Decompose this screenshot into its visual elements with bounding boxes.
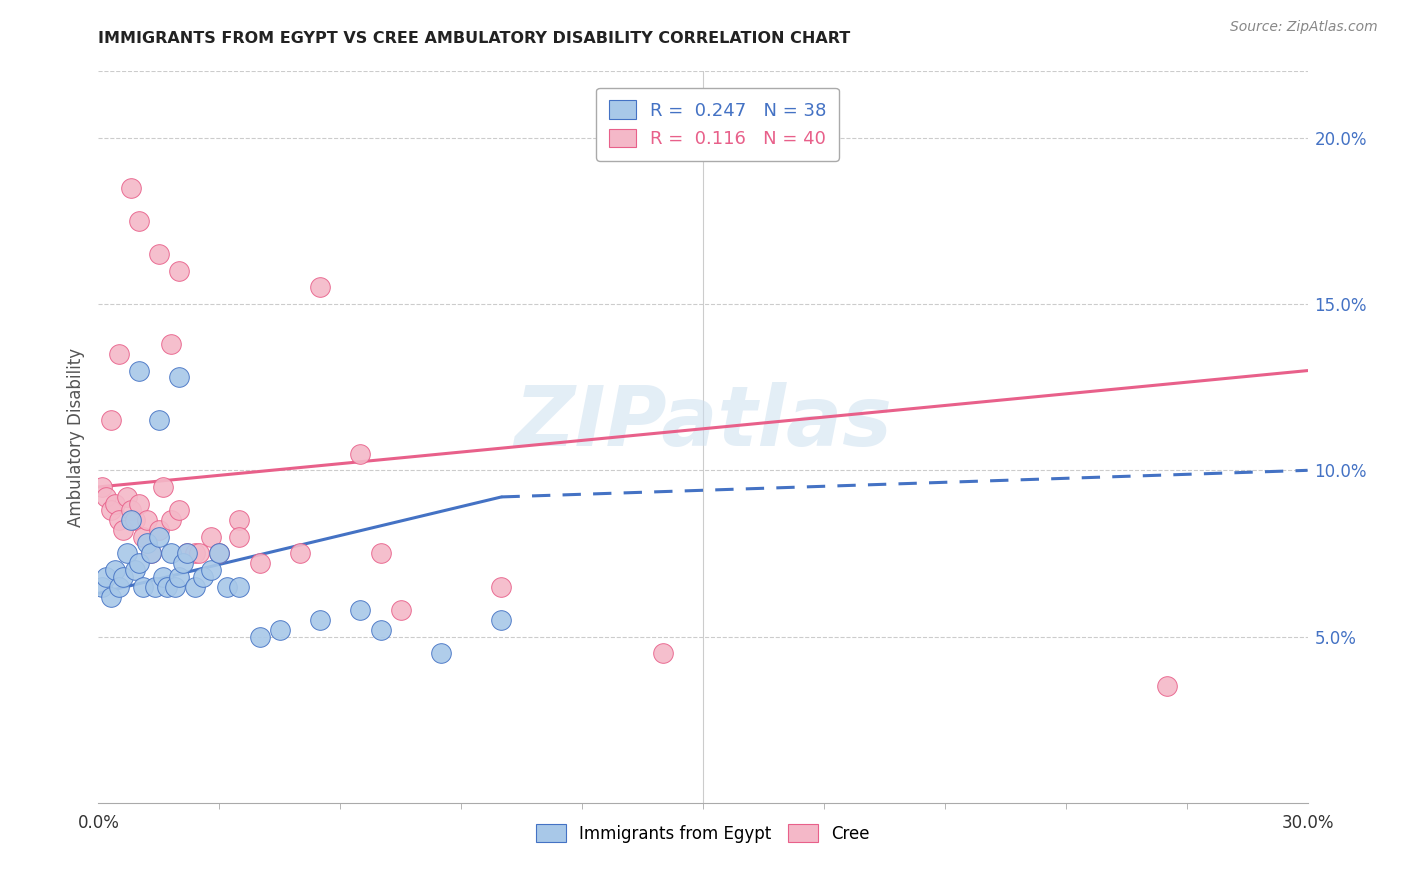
- Point: [107, 513, 129, 527]
- Point: [184, 546, 207, 560]
- Point: [217, 580, 239, 594]
- Point: [124, 513, 146, 527]
- Point: [167, 570, 190, 584]
- Point: [96, 570, 118, 584]
- Point: [148, 530, 170, 544]
- Point: [228, 530, 250, 544]
- Point: [200, 530, 222, 544]
- Point: [167, 370, 190, 384]
- Point: [188, 546, 211, 560]
- Point: [152, 480, 174, 494]
- Point: [120, 503, 142, 517]
- Point: [139, 546, 162, 560]
- Point: [100, 590, 122, 604]
- Y-axis label: Ambulatory Disability: Ambulatory Disability: [66, 348, 84, 526]
- Text: ZIPatlas: ZIPatlas: [515, 382, 891, 463]
- Point: [269, 623, 291, 637]
- Point: [152, 570, 174, 584]
- Point: [120, 180, 142, 194]
- Point: [288, 546, 311, 560]
- Point: [491, 613, 513, 627]
- Point: [128, 497, 150, 511]
- Point: [103, 497, 125, 511]
- Point: [148, 413, 170, 427]
- Point: [148, 523, 170, 537]
- Text: Source: ZipAtlas.com: Source: ZipAtlas.com: [1230, 20, 1378, 34]
- Point: [349, 447, 371, 461]
- Point: [100, 503, 122, 517]
- Point: [148, 247, 170, 261]
- Point: [107, 580, 129, 594]
- Point: [200, 563, 222, 577]
- Point: [176, 546, 198, 560]
- Point: [124, 563, 146, 577]
- Point: [107, 347, 129, 361]
- Point: [651, 646, 673, 660]
- Point: [128, 363, 150, 377]
- Text: IMMIGRANTS FROM EGYPT VS CREE AMBULATORY DISABILITY CORRELATION CHART: IMMIGRANTS FROM EGYPT VS CREE AMBULATORY…: [98, 31, 851, 46]
- Point: [167, 264, 190, 278]
- Point: [389, 603, 412, 617]
- Point: [135, 513, 157, 527]
- Point: [370, 546, 392, 560]
- Point: [163, 580, 186, 594]
- Point: [208, 546, 231, 560]
- Point: [143, 580, 166, 594]
- Point: [115, 490, 138, 504]
- Legend: Immigrants from Egypt, Cree: Immigrants from Egypt, Cree: [529, 818, 877, 849]
- Point: [128, 214, 150, 228]
- Point: [111, 523, 134, 537]
- Point: [172, 557, 194, 571]
- Point: [249, 557, 271, 571]
- Point: [132, 580, 155, 594]
- Point: [100, 413, 122, 427]
- Point: [184, 580, 207, 594]
- Point: [228, 513, 250, 527]
- Point: [160, 546, 183, 560]
- Point: [160, 513, 183, 527]
- Point: [193, 570, 215, 584]
- Point: [160, 337, 183, 351]
- Point: [135, 536, 157, 550]
- Point: [156, 580, 179, 594]
- Point: [91, 480, 114, 494]
- Point: [1156, 680, 1178, 694]
- Point: [111, 570, 134, 584]
- Point: [430, 646, 453, 660]
- Point: [176, 546, 198, 560]
- Point: [228, 580, 250, 594]
- Point: [309, 280, 332, 294]
- Point: [249, 630, 271, 644]
- Point: [309, 613, 332, 627]
- Point: [349, 603, 371, 617]
- Point: [370, 623, 392, 637]
- Point: [139, 546, 162, 560]
- Point: [167, 503, 190, 517]
- Point: [208, 546, 231, 560]
- Point: [115, 546, 138, 560]
- Point: [132, 530, 155, 544]
- Point: [96, 490, 118, 504]
- Point: [491, 580, 513, 594]
- Point: [91, 580, 114, 594]
- Point: [128, 557, 150, 571]
- Point: [120, 513, 142, 527]
- Point: [103, 563, 125, 577]
